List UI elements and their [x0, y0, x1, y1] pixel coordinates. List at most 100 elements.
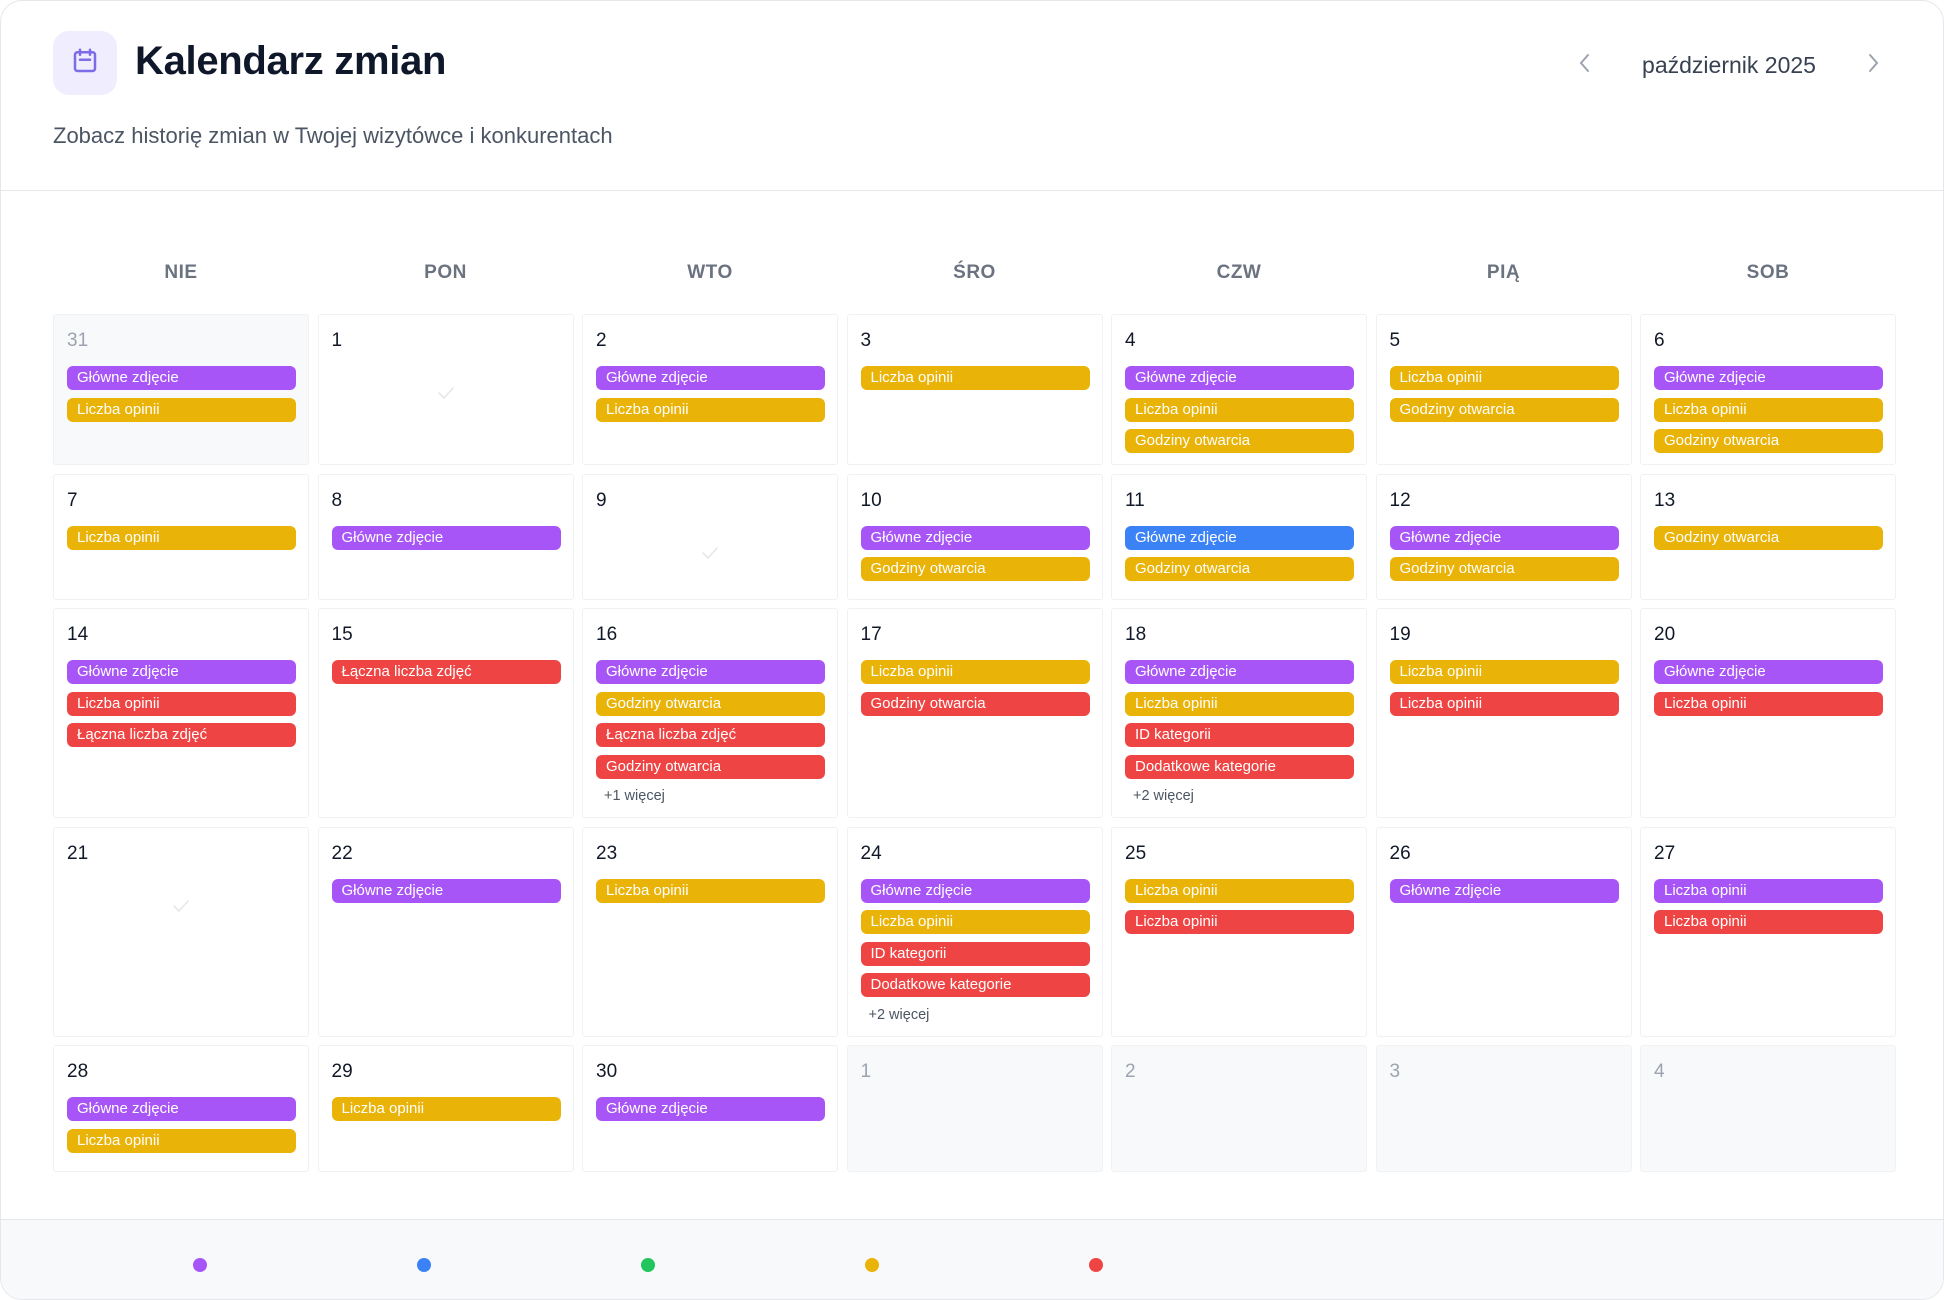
change-event-chip[interactable]: Główne zdjęcie [331, 525, 561, 550]
change-event-chip[interactable]: Godziny otwarcia [860, 691, 1090, 716]
change-event-chip[interactable]: Liczba opinii [596, 397, 825, 422]
change-event-chip[interactable]: Główne zdjęcie [1389, 525, 1619, 550]
change-event-chip[interactable]: Liczba opinii [67, 1128, 296, 1153]
change-event-chip[interactable]: Liczba opinii [860, 366, 1090, 390]
change-event-chip[interactable]: Godziny otwarcia [596, 754, 825, 779]
change-event-chip[interactable]: Godziny otwarcia [1389, 397, 1619, 422]
change-event-chip[interactable]: Główne zdjęcie [1125, 660, 1354, 684]
change-event-chip[interactable]: Główne zdjęcie [67, 366, 296, 390]
calendar-day-cell[interactable]: 1 [846, 1045, 1103, 1172]
change-event-chip[interactable]: ID kategorii [860, 941, 1090, 966]
change-event-chip[interactable]: Liczba opinii [67, 525, 296, 550]
change-event-chip[interactable]: Liczba opinii [1389, 366, 1619, 390]
change-event-chip[interactable]: Liczba opinii [1389, 660, 1619, 684]
change-event-chip[interactable]: Główne zdjęcie [860, 525, 1090, 550]
change-event-chip[interactable]: Główne zdjęcie [1654, 660, 1883, 684]
day-events: Liczba opinii Liczba opinii [1125, 878, 1354, 934]
more-events-link[interactable]: +1 więcej [604, 788, 665, 804]
change-event-chip[interactable]: Główne zdjęcie [1389, 878, 1619, 903]
change-event-chip[interactable]: Godziny otwarcia [1125, 557, 1354, 581]
calendar-day-cell[interactable]: 11 Główne zdjęcie Godziny otwarcia [1111, 473, 1367, 600]
change-event-chip[interactable]: Łączna liczba zdjęć [67, 723, 296, 747]
calendar-day-cell[interactable]: 14 Główne zdjęcie Liczba opinii Łączna licz… [53, 608, 309, 818]
change-event-chip[interactable]: Liczba opinii [860, 660, 1090, 684]
calendar-day-cell[interactable]: 25 Liczba opinii Liczba opinii [1111, 826, 1367, 1037]
more-events-link[interactable]: +2 więcej [1133, 788, 1194, 804]
change-event-chip[interactable]: Łączna liczba zdjęć [596, 723, 825, 747]
calendar-day-cell[interactable]: 9 [582, 473, 838, 600]
calendar-day-cell[interactable]: 10 Główne zdjęcie Godziny otwarcia [846, 473, 1103, 600]
change-event-chip[interactable]: Liczba opinii [1654, 878, 1883, 903]
previous-month-button[interactable] [1565, 45, 1605, 85]
calendar-day-cell[interactable]: 22 Główne zdjęcie [317, 826, 574, 1037]
change-event-chip[interactable]: Liczba opinii [860, 910, 1090, 934]
calendar-day-cell[interactable]: 31 Główne zdjęcie Liczba opinii [53, 314, 309, 465]
change-event-chip[interactable]: Godziny otwarcia [1654, 429, 1883, 453]
calendar-day-cell[interactable]: 15 Łączna liczba zdjęć [317, 608, 574, 818]
change-event-chip[interactable]: Liczba opinii [1125, 910, 1354, 934]
calendar-day-cell[interactable]: 4 [1640, 1045, 1896, 1172]
calendar-day-cell[interactable]: 3 Liczba opinii [846, 314, 1103, 465]
calendar-day-cell[interactable]: 24 Główne zdjęcie Liczba opinii ID kategori… [846, 826, 1103, 1037]
change-event-chip[interactable]: Łączna liczba zdjęć [331, 660, 561, 684]
change-event-chip[interactable]: Godziny otwarcia [1389, 557, 1619, 581]
calendar-day-cell[interactable]: 2 Główne zdjęcie Liczba opinii [582, 314, 838, 465]
change-event-chip[interactable]: Liczba opinii [1654, 910, 1883, 934]
calendar-day-cell[interactable]: 3 [1375, 1045, 1632, 1172]
calendar-day-cell[interactable]: 21 [53, 826, 309, 1037]
calendar-day-cell[interactable]: 26 Główne zdjęcie [1375, 826, 1632, 1037]
change-event-chip[interactable]: Dodatkowe kategorie [860, 973, 1090, 997]
change-event-chip[interactable]: Godziny otwarcia [1125, 429, 1354, 453]
calendar-day-cell[interactable]: 18 Główne zdjęcie Liczba opinii ID kategori… [1111, 608, 1367, 818]
change-event-chip[interactable]: Liczba opinii [331, 1097, 561, 1121]
calendar-day-cell[interactable]: 30 Główne zdjęcie [582, 1045, 838, 1172]
change-event-chip[interactable]: Główne zdjęcie [67, 1097, 296, 1121]
next-month-button[interactable] [1853, 45, 1893, 85]
change-event-chip[interactable]: Główne zdjęcie [67, 660, 296, 684]
change-event-chip[interactable]: Liczba opinii [1654, 397, 1883, 422]
page-subtitle: Zobacz historię zmian w Twojej wizytówce… [53, 123, 613, 148]
change-event-chip[interactable]: ID kategorii [1125, 723, 1354, 747]
change-event-chip[interactable]: Liczba opinii [1125, 878, 1354, 903]
calendar-day-cell[interactable]: 6 Główne zdjęcie Liczba opinii Godziny otwa… [1640, 314, 1896, 465]
change-event-chip[interactable]: Główne zdjęcie [1654, 366, 1883, 390]
calendar-day-cell[interactable]: 7 Liczba opinii [53, 473, 309, 600]
change-event-chip[interactable]: Główne zdjęcie [596, 366, 825, 390]
calendar-day-cell[interactable]: 1 [317, 314, 574, 465]
calendar-day-cell[interactable]: 12 Główne zdjęcie Godziny otwarcia [1375, 473, 1632, 600]
calendar-day-cell[interactable]: 8 Główne zdjęcie [317, 473, 574, 600]
change-event-chip[interactable]: Główne zdjęcie [596, 1097, 825, 1121]
change-event-chip[interactable]: Liczba opinii [1389, 691, 1619, 716]
day-events: Główne zdjęcie [331, 878, 561, 903]
calendar-day-cell[interactable]: 13 Godziny otwarcia [1640, 473, 1896, 600]
calendar-day-cell[interactable]: 29 Liczba opinii [317, 1045, 574, 1172]
more-events-link[interactable]: +2 więcej [868, 1006, 930, 1023]
calendar-day-cell[interactable]: 20 Główne zdjęcie Liczba opinii [1640, 608, 1896, 818]
calendar-day-cell[interactable]: 23 Liczba opinii [582, 826, 838, 1037]
change-event-chip[interactable]: Liczba opinii [1654, 691, 1883, 716]
change-event-chip[interactable]: Godziny otwarcia [596, 691, 825, 716]
weekday-label: SOB [1746, 262, 1790, 283]
change-event-chip[interactable]: Liczba opinii [67, 691, 296, 716]
calendar-day-cell[interactable]: 5 Liczba opinii Godziny otwarcia [1375, 314, 1632, 465]
calendar-day-cell[interactable]: 19 Liczba opinii Liczba opinii [1375, 608, 1632, 818]
change-event-chip[interactable]: Liczba opinii [1125, 691, 1354, 716]
change-event-chip[interactable]: Dodatkowe kategorie [1125, 754, 1354, 779]
calendar-day-cell[interactable]: 16 Główne zdjęcie Godziny otwarcia Łączna l… [582, 608, 838, 818]
calendar-day-cell[interactable]: 2 [1111, 1045, 1367, 1172]
change-event-chip[interactable]: Liczba opinii [1125, 397, 1354, 422]
change-event-chip[interactable]: Godziny otwarcia [860, 557, 1090, 581]
change-event-chip[interactable]: Liczba opinii [596, 878, 825, 903]
change-event-chip[interactable]: Główne zdjęcie [1125, 366, 1354, 390]
change-event-chip[interactable]: Godziny otwarcia [1654, 525, 1883, 550]
day-events: Główne zdjęcie Godziny otwarcia [1389, 525, 1619, 581]
calendar-day-cell[interactable]: 4 Główne zdjęcie Liczba opinii Godziny otwa… [1111, 314, 1367, 465]
change-event-chip[interactable]: Liczba opinii [67, 397, 296, 422]
change-event-chip[interactable]: Główne zdjęcie [860, 878, 1090, 903]
calendar-day-cell[interactable]: 28 Główne zdjęcie Liczba opinii [53, 1045, 309, 1172]
change-event-chip[interactable]: Główne zdjęcie [331, 878, 561, 903]
calendar-day-cell[interactable]: 17 Liczba opinii Godziny otwarcia [846, 608, 1103, 818]
change-event-chip[interactable]: Główne zdjęcie [1125, 525, 1354, 550]
calendar-day-cell[interactable]: 27 Liczba opinii Liczba opinii [1640, 826, 1896, 1037]
change-event-chip[interactable]: Główne zdjęcie [596, 660, 825, 684]
